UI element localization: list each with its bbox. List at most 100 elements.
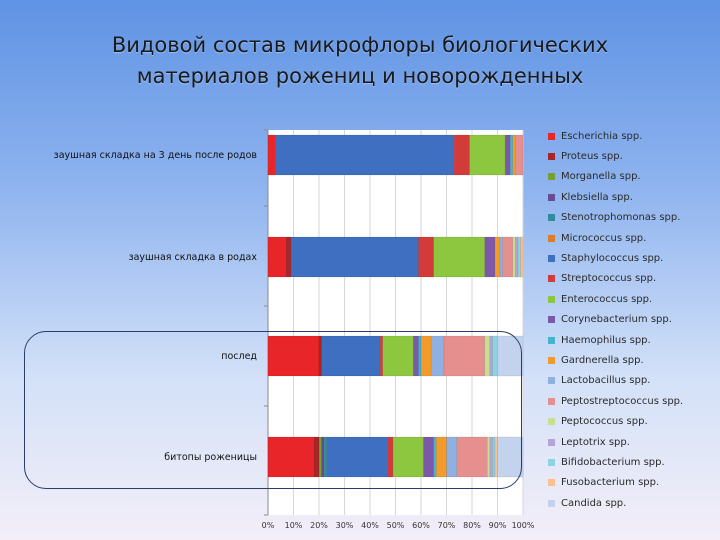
bar-segment (321, 335, 381, 377)
bar-segment (433, 236, 485, 278)
bar-segment (387, 436, 394, 478)
bar-segment (382, 335, 414, 377)
legend-item: Candida spp. (548, 493, 720, 513)
category-label: послед (221, 351, 257, 362)
bar-segment (510, 134, 514, 176)
legend-swatch (548, 397, 555, 405)
legend-label: Klebsiella spp. (561, 191, 633, 203)
bar-segment (267, 436, 315, 478)
legend-item: Fusobacterium spp. (548, 473, 720, 493)
legend-swatch (548, 418, 555, 426)
x-tick-label: 40% (361, 521, 379, 530)
bar-segment (453, 134, 470, 176)
legend-item: Enterococcus spp. (548, 289, 720, 309)
bar-segment (413, 335, 419, 377)
legend-swatch (548, 438, 555, 446)
bar-segment (443, 335, 486, 377)
bar-segment (326, 436, 389, 478)
legend-swatch (548, 153, 555, 161)
bar-segment (515, 236, 519, 278)
bar-segment (517, 236, 521, 278)
legend-swatch (548, 479, 555, 487)
legend-item: Haemophilus spp. (548, 330, 720, 350)
bar-segment (504, 134, 511, 176)
bar-segment (492, 436, 496, 478)
legend-swatch (548, 356, 555, 364)
slide-title-line-1: Видовой состав микрофлоры биологических (111, 33, 609, 57)
bar-segment (484, 335, 491, 377)
chart-legend: Escherichia spp. Proteus spp. Morganella s… (548, 126, 720, 513)
bar-segment (436, 436, 447, 478)
legend-item: Leptotrix spp. (548, 432, 720, 452)
legend-label: Proteus spp. (561, 151, 623, 163)
bar-segment (275, 134, 455, 176)
bar-segment (313, 436, 320, 478)
legend-label: Peptococcus spp. (561, 416, 648, 428)
legend-item: Gardnerella spp. (548, 350, 720, 370)
legend-item: Streptococcus spp. (548, 269, 720, 289)
bar-segment (379, 335, 384, 377)
legend-label: Streptococcus spp. (561, 273, 657, 285)
legend-item: Stenotrophomonas spp. (548, 208, 720, 228)
legend-label: Haemophilus spp. (561, 334, 651, 346)
bar-segment (487, 436, 491, 478)
legend-label: Bifidobacterium spp. (561, 456, 665, 468)
bar-segment (492, 335, 498, 377)
x-tick-label: 20% (310, 521, 328, 530)
x-tick-label: 90% (489, 521, 507, 530)
legend-label: Stenotrophomonas spp. (561, 212, 681, 224)
bar-segment (494, 236, 501, 278)
x-tick-label: 100% (512, 521, 535, 530)
bar-segment (318, 436, 322, 478)
legend-swatch (548, 214, 555, 222)
bar-segment (497, 436, 524, 478)
bar-segment (430, 335, 445, 377)
x-tick-label: 80% (463, 521, 481, 530)
bar-segment (520, 236, 524, 278)
x-tick-label: 50% (387, 521, 405, 530)
bar-segment (418, 236, 435, 278)
bar-segment (512, 134, 516, 176)
bar-segment (489, 436, 493, 478)
legend-item: Morganella spp. (548, 167, 720, 187)
legend-label: Candida spp. (561, 497, 627, 509)
bar-segment (497, 335, 524, 377)
bar-segment (423, 436, 434, 478)
legend-swatch (548, 173, 555, 181)
legend-item: Peptococcus spp. (548, 411, 720, 431)
category-label: битопы роженицы (164, 452, 257, 463)
legend-swatch (548, 234, 555, 242)
legend-item: Proteus spp. (548, 146, 720, 166)
x-tick-label: 60% (412, 521, 430, 530)
bar-segment (515, 134, 524, 176)
legend-swatch (548, 193, 555, 201)
bar-segment (420, 335, 432, 377)
legend-label: Peptostreptococcus spp. (561, 395, 684, 407)
bar-segment (321, 436, 325, 478)
legend-label: Escherichia spp. (561, 130, 643, 142)
bar-segment (318, 335, 322, 377)
slide-title-line-2: материалов рожениц и новорожденных (136, 64, 584, 88)
legend-swatch (548, 336, 555, 344)
legend-label: Micrococcus spp. (561, 232, 647, 244)
legend-label: Gardnerella spp. (561, 354, 644, 366)
legend-swatch (548, 275, 555, 283)
legend-swatch (548, 458, 555, 466)
legend-label: Morganella spp. (561, 171, 641, 183)
legend-label: Leptotrix spp. (561, 436, 630, 448)
bar-segment (433, 436, 437, 478)
legend-item: Corynebacterium spp. (548, 310, 720, 330)
x-tick-label: 0% (262, 521, 275, 530)
legend-item: Staphylococcus spp. (548, 248, 720, 268)
bar-segment (502, 236, 514, 278)
legend-item: Peptostreptococcus spp. (548, 391, 720, 411)
category-label: заушная складка на 3 день после родов (54, 150, 258, 161)
legend-label: Staphylococcus spp. (561, 253, 664, 265)
bar-segment (446, 436, 457, 478)
category-label: заушная складка в родах (129, 252, 258, 263)
bar-segment (267, 134, 276, 176)
legend-item: Micrococcus spp. (548, 228, 720, 248)
legend-label: Fusobacterium spp. (561, 477, 660, 489)
bar-segment (418, 335, 422, 377)
